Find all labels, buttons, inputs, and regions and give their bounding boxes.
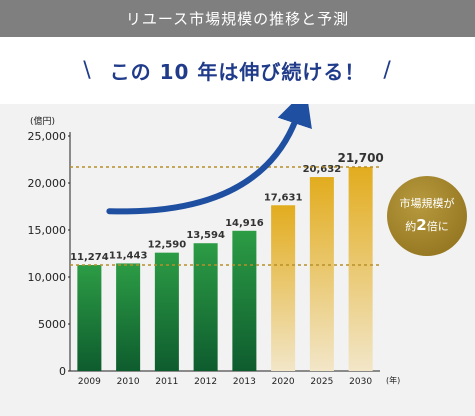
headline-text: この 10 年は伸び続ける！ — [109, 59, 366, 84]
x-tick-label-2011: 2011 — [155, 377, 178, 387]
x-tick-label-2012: 2012 — [194, 377, 217, 387]
x-tick-label-2030: 2030 — [349, 377, 372, 387]
x-tick-label-2010: 2010 — [117, 377, 140, 387]
value-label-2030: 21,700 — [337, 151, 383, 165]
value-label-2010: 11,443 — [109, 250, 148, 261]
chart-panel: (億円) 0 5000 10,000 15,000 20,000 25,000 11,274 2… — [0, 104, 475, 416]
badge-line2-pre: 約 — [405, 219, 417, 233]
y-tick-label: 15,000 — [28, 224, 67, 237]
bar-2010 — [116, 263, 141, 371]
y-tick-label: 0 — [59, 365, 66, 378]
badge-line2-num: 2 — [416, 215, 427, 234]
bar-2012 — [193, 243, 218, 371]
value-label-2012: 13,594 — [186, 230, 225, 241]
value-label-2025: 20,632 — [303, 164, 342, 175]
bar-2011 — [154, 252, 179, 371]
x-tick-label-2020: 2020 — [272, 377, 295, 387]
value-label-2011: 12,590 — [148, 240, 187, 251]
bar-2013 — [232, 230, 257, 371]
bar-2025 — [309, 177, 334, 371]
double-growth-badge: 市場規模が 約2倍に — [387, 176, 467, 256]
badge-line2-post: 倍に — [426, 219, 449, 233]
value-label-2013: 14,916 — [225, 218, 264, 229]
y-tick-label: 20,000 — [28, 177, 67, 190]
y-axis-unit-label: (億円) — [30, 115, 55, 127]
headline-slash-right: / — [383, 57, 392, 83]
bar-2009 — [77, 265, 102, 371]
badge-line2: 約2倍に — [405, 213, 448, 237]
y-tick-label: 25,000 — [28, 130, 67, 143]
bar-2020 — [271, 205, 296, 371]
value-label-2020: 17,631 — [264, 192, 303, 203]
header-title: リユース市場規模の推移と予測 — [0, 0, 475, 37]
badge-line1: 市場規模が — [399, 197, 455, 211]
bar-2030 — [348, 167, 373, 371]
x-axis-unit-label: (年) — [386, 375, 400, 385]
y-tick-label: 5000 — [38, 318, 66, 331]
value-label-2009: 11,274 — [70, 252, 109, 263]
x-tick-label-2009: 2009 — [78, 377, 101, 387]
growth-arrow — [106, 104, 312, 215]
headline: \ この 10 年は伸び続ける！ / — [0, 50, 475, 90]
x-tick-label-2025: 2025 — [310, 377, 333, 387]
headline-slash-left: \ — [83, 57, 92, 83]
x-tick-label-2013: 2013 — [233, 377, 256, 387]
market-size-chart: (億円) 0 5000 10,000 15,000 20,000 25,000 11,274 2… — [28, 104, 400, 387]
y-tick-label: 10,000 — [28, 271, 67, 284]
